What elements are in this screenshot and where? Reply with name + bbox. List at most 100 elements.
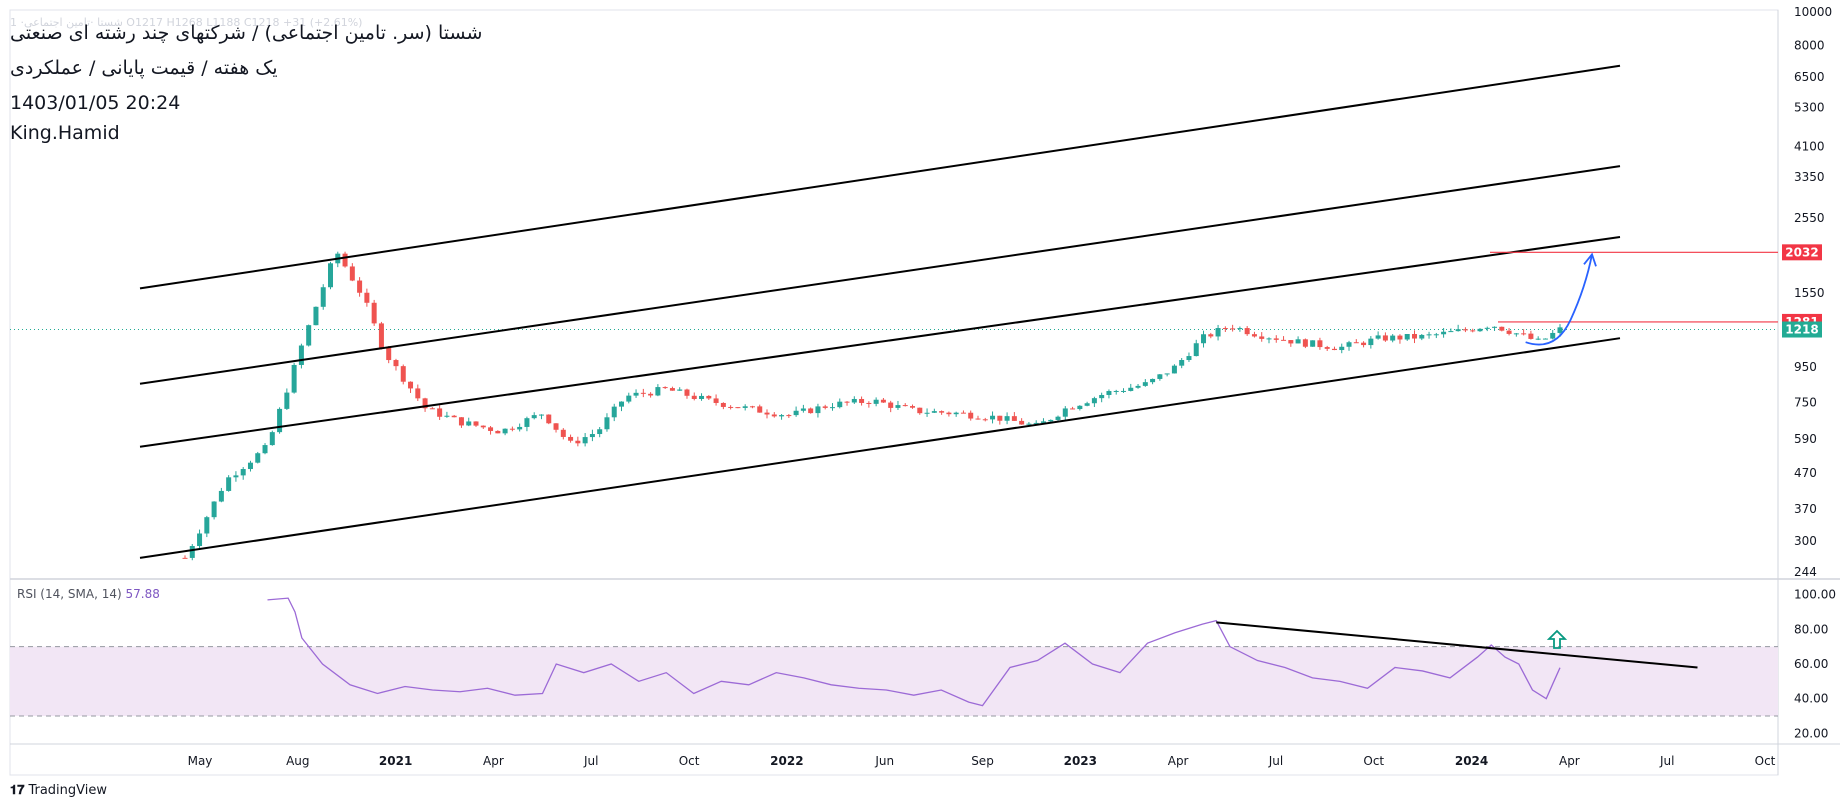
rsi-axis-tick-label: 20.00 bbox=[1794, 726, 1828, 740]
candle-body bbox=[277, 408, 283, 433]
candle-body bbox=[924, 412, 930, 414]
time-axis-tick-label: Jul bbox=[1659, 754, 1674, 768]
time-axis-tick-label: Jul bbox=[1268, 754, 1283, 768]
candle bbox=[1237, 326, 1243, 332]
candle bbox=[1179, 358, 1185, 369]
candle bbox=[720, 402, 726, 410]
candle-body bbox=[1288, 340, 1294, 344]
candle-body bbox=[284, 392, 290, 409]
candle bbox=[1106, 389, 1112, 399]
candle-body bbox=[655, 387, 661, 396]
tradingview-logo[interactable]: 𝟏𝟕 TradingView bbox=[10, 783, 107, 798]
candle bbox=[1259, 332, 1265, 342]
rsi-axis-tick-label: 80.00 bbox=[1794, 622, 1828, 636]
candle bbox=[1302, 338, 1308, 349]
candle-body bbox=[393, 360, 399, 367]
candle bbox=[655, 384, 661, 397]
candle-body bbox=[1120, 390, 1126, 392]
chart-title-line4: King.Hamid bbox=[10, 122, 120, 144]
candle bbox=[1542, 338, 1548, 340]
candle bbox=[1004, 412, 1010, 425]
candle-body bbox=[975, 418, 981, 420]
candle-body bbox=[1237, 328, 1243, 330]
candle-body bbox=[364, 292, 370, 303]
candle-body bbox=[291, 364, 297, 393]
candle-body bbox=[1426, 334, 1432, 336]
candle bbox=[1368, 336, 1374, 349]
candle-body bbox=[771, 414, 777, 417]
candle-body bbox=[910, 406, 916, 408]
price-label-1218: 1218 bbox=[1782, 321, 1822, 338]
candle bbox=[764, 409, 770, 419]
candle-body bbox=[1222, 328, 1228, 330]
chart-title-line2: یک هفته / قیمت پایانی / عملکردی bbox=[10, 57, 278, 79]
candle-body bbox=[1055, 416, 1061, 420]
candle bbox=[313, 306, 319, 326]
time-axis-tick-label: Apr bbox=[1559, 754, 1580, 768]
price-axis-tick-label: 244 bbox=[1794, 565, 1817, 579]
candle-body bbox=[204, 517, 210, 534]
candle bbox=[1441, 328, 1447, 338]
candle-body bbox=[1077, 405, 1083, 410]
candle bbox=[277, 407, 283, 434]
candle bbox=[1244, 326, 1250, 336]
candle bbox=[910, 404, 916, 409]
candle bbox=[880, 398, 886, 403]
candle bbox=[422, 397, 428, 412]
candle-body bbox=[437, 408, 443, 417]
candle-body bbox=[749, 406, 755, 408]
candle-body bbox=[357, 280, 363, 293]
candle-body bbox=[793, 410, 799, 416]
candle bbox=[1390, 334, 1396, 343]
candle-body bbox=[604, 417, 610, 430]
candle bbox=[1317, 337, 1323, 350]
candle-body bbox=[808, 408, 814, 414]
candle-body bbox=[1492, 326, 1498, 328]
candle-body bbox=[1513, 333, 1519, 335]
candle-body bbox=[917, 407, 923, 414]
candle-body bbox=[1157, 374, 1163, 379]
candle bbox=[793, 406, 799, 417]
candle-body bbox=[1295, 339, 1301, 344]
candle bbox=[458, 417, 464, 428]
candle bbox=[1128, 383, 1134, 392]
candle-body bbox=[713, 398, 719, 403]
candle bbox=[1142, 379, 1148, 387]
candle-body bbox=[888, 402, 894, 408]
candle-body bbox=[189, 546, 195, 558]
candle-body bbox=[626, 395, 632, 402]
candle bbox=[1310, 340, 1316, 347]
candle-body bbox=[466, 421, 472, 426]
candle bbox=[1470, 328, 1476, 333]
time-axis-tick-label: Aug bbox=[286, 754, 309, 768]
candle bbox=[247, 460, 253, 472]
candle bbox=[328, 261, 334, 290]
candle bbox=[240, 467, 246, 480]
time-axis-tick-label: Oct bbox=[1755, 754, 1776, 768]
candle-body bbox=[1215, 328, 1221, 337]
candle-body bbox=[1521, 333, 1527, 335]
price-label-bg bbox=[1782, 321, 1822, 338]
candle-body bbox=[1382, 335, 1388, 341]
candle-body bbox=[211, 501, 217, 518]
candle-body bbox=[851, 398, 857, 403]
candle bbox=[1295, 336, 1301, 344]
time-axis-tick-label: 2023 bbox=[1064, 754, 1097, 768]
candle-body bbox=[597, 429, 603, 435]
candle bbox=[1084, 401, 1090, 407]
candle bbox=[990, 411, 996, 424]
candle bbox=[1346, 340, 1352, 351]
candle bbox=[1331, 346, 1337, 351]
candle-body bbox=[931, 411, 937, 413]
candle bbox=[1404, 333, 1410, 341]
candle bbox=[1186, 352, 1192, 362]
price-axis-tick-label: 3350 bbox=[1794, 170, 1825, 184]
price-label-bg bbox=[1782, 244, 1822, 261]
candle-body bbox=[1470, 330, 1476, 332]
candle-body bbox=[1404, 334, 1410, 340]
candle bbox=[946, 411, 952, 417]
candle bbox=[538, 414, 544, 420]
candle-body bbox=[822, 406, 828, 408]
candle-body bbox=[320, 287, 326, 307]
